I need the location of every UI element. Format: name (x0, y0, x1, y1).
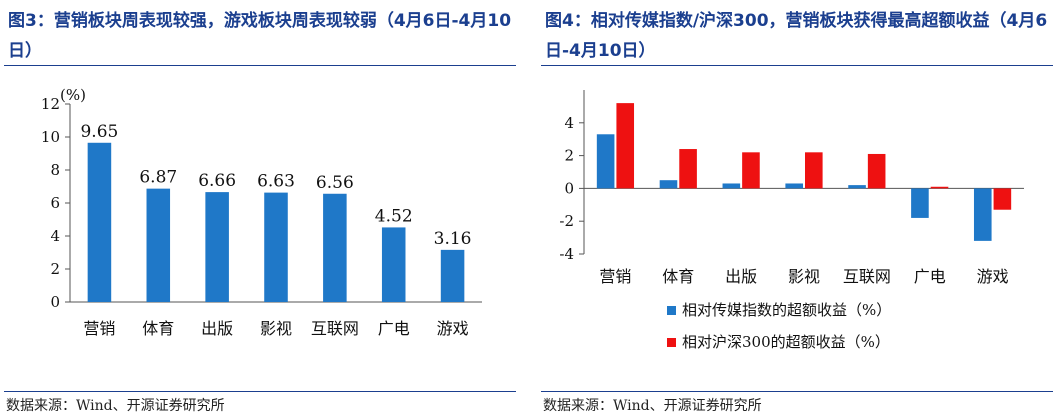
x-category-label: 游戏 (437, 319, 469, 338)
bar (87, 142, 112, 302)
bar-series-2 (742, 152, 760, 189)
bar-series-1 (973, 188, 992, 241)
bar (264, 192, 288, 302)
legend-swatch (667, 338, 676, 347)
bar-series-2 (930, 186, 949, 189)
y-tick-label: 8 (50, 161, 60, 179)
y-tick-label: 4 (50, 227, 60, 245)
left-figure-title: 图3：营销板块周表现较强，游戏板块周表现较弱（4月6日-4月10日） (8, 11, 512, 61)
x-category-label: 营销 (599, 267, 631, 286)
bar (146, 188, 171, 302)
bar-data-label: 6.87 (139, 168, 177, 188)
x-category-label: 出版 (201, 319, 233, 338)
bar-series-2 (616, 103, 635, 189)
bar (323, 193, 347, 302)
y-tick-label: 6 (50, 194, 60, 212)
x-category-label: 影视 (260, 319, 292, 338)
bar (205, 192, 229, 302)
bar-series-1 (785, 183, 803, 189)
y-tick-label: 4 (564, 114, 574, 132)
bar-data-label: 6.63 (257, 172, 295, 192)
bar-data-label: 6.66 (198, 171, 236, 191)
right-title-rule (541, 65, 1053, 66)
x-category-label: 广电 (914, 267, 946, 286)
left-bar-chart: 0 2 4 6 8 10 12 (%) 9.65 营销 6.87 体育 6.66 出版 6.63 影视 6.56… (41, 86, 482, 338)
right-figure-title: 图4：相对传媒指数/沪深300，营销板块获得最高超额收益（4月6日-4月10日） (545, 11, 1048, 61)
y-tick-label: 10 (41, 128, 60, 146)
bar-series-1 (659, 180, 678, 189)
bar-series-2 (679, 149, 697, 189)
bar-series-1 (911, 188, 929, 218)
left-title-rule (4, 65, 516, 66)
bar-data-label: 9.65 (80, 122, 118, 142)
x-category-label: 游戏 (977, 267, 1009, 286)
y-tick-label: 2 (50, 260, 60, 278)
bar-series-2 (867, 153, 886, 189)
y-tick-label: -2 (559, 212, 574, 230)
legend-swatch (667, 306, 676, 315)
left-figure-panel: 图3：营销板块周表现较强，游戏板块周表现较弱（4月6日-4月10日） 0 2 4 6 8… (0, 0, 520, 418)
left-source-note: 数据来源：Wind、开源证券研究所 (6, 398, 225, 414)
legend-label: 相对沪深300的超额收益（%） (682, 333, 890, 351)
y-tick-label: 12 (41, 95, 60, 113)
x-category-label: 体育 (662, 267, 694, 286)
x-category-label: 营销 (83, 319, 115, 338)
y-tick-label: 2 (564, 147, 574, 165)
bar-series-1 (722, 183, 741, 189)
bar-data-label: 4.52 (375, 206, 413, 226)
y-unit-label: (%) (60, 86, 86, 104)
bar (440, 249, 465, 302)
bar-series-1 (596, 134, 615, 189)
x-category-label: 影视 (788, 267, 820, 286)
bar-series-2 (993, 188, 1012, 210)
bar-data-label: 6.56 (316, 173, 354, 193)
bar-series-1 (848, 185, 866, 189)
y-tick-label: -4 (559, 245, 574, 263)
x-category-label: 互联网 (843, 267, 891, 286)
x-category-label: 广电 (378, 319, 410, 338)
right-source-note: 数据来源：Wind、开源证券研究所 (543, 398, 762, 414)
right-source-rule (541, 391, 1053, 392)
x-category-label: 互联网 (311, 319, 359, 338)
x-category-label: 体育 (142, 319, 174, 338)
y-tick-label: 0 (564, 179, 574, 197)
left-source-rule (4, 391, 516, 392)
x-category-label: 出版 (725, 267, 757, 286)
bar (381, 227, 406, 302)
bar-series-2 (805, 152, 823, 189)
bar-data-label: 3.16 (434, 229, 472, 249)
y-tick-label: 0 (50, 293, 60, 311)
legend-label: 相对传媒指数的超额收益（%） (682, 301, 891, 319)
right-figure-panel: 图4：相对传媒指数/沪深300，营销板块获得最高超额收益（4月6日-4月10日）… (537, 0, 1057, 418)
